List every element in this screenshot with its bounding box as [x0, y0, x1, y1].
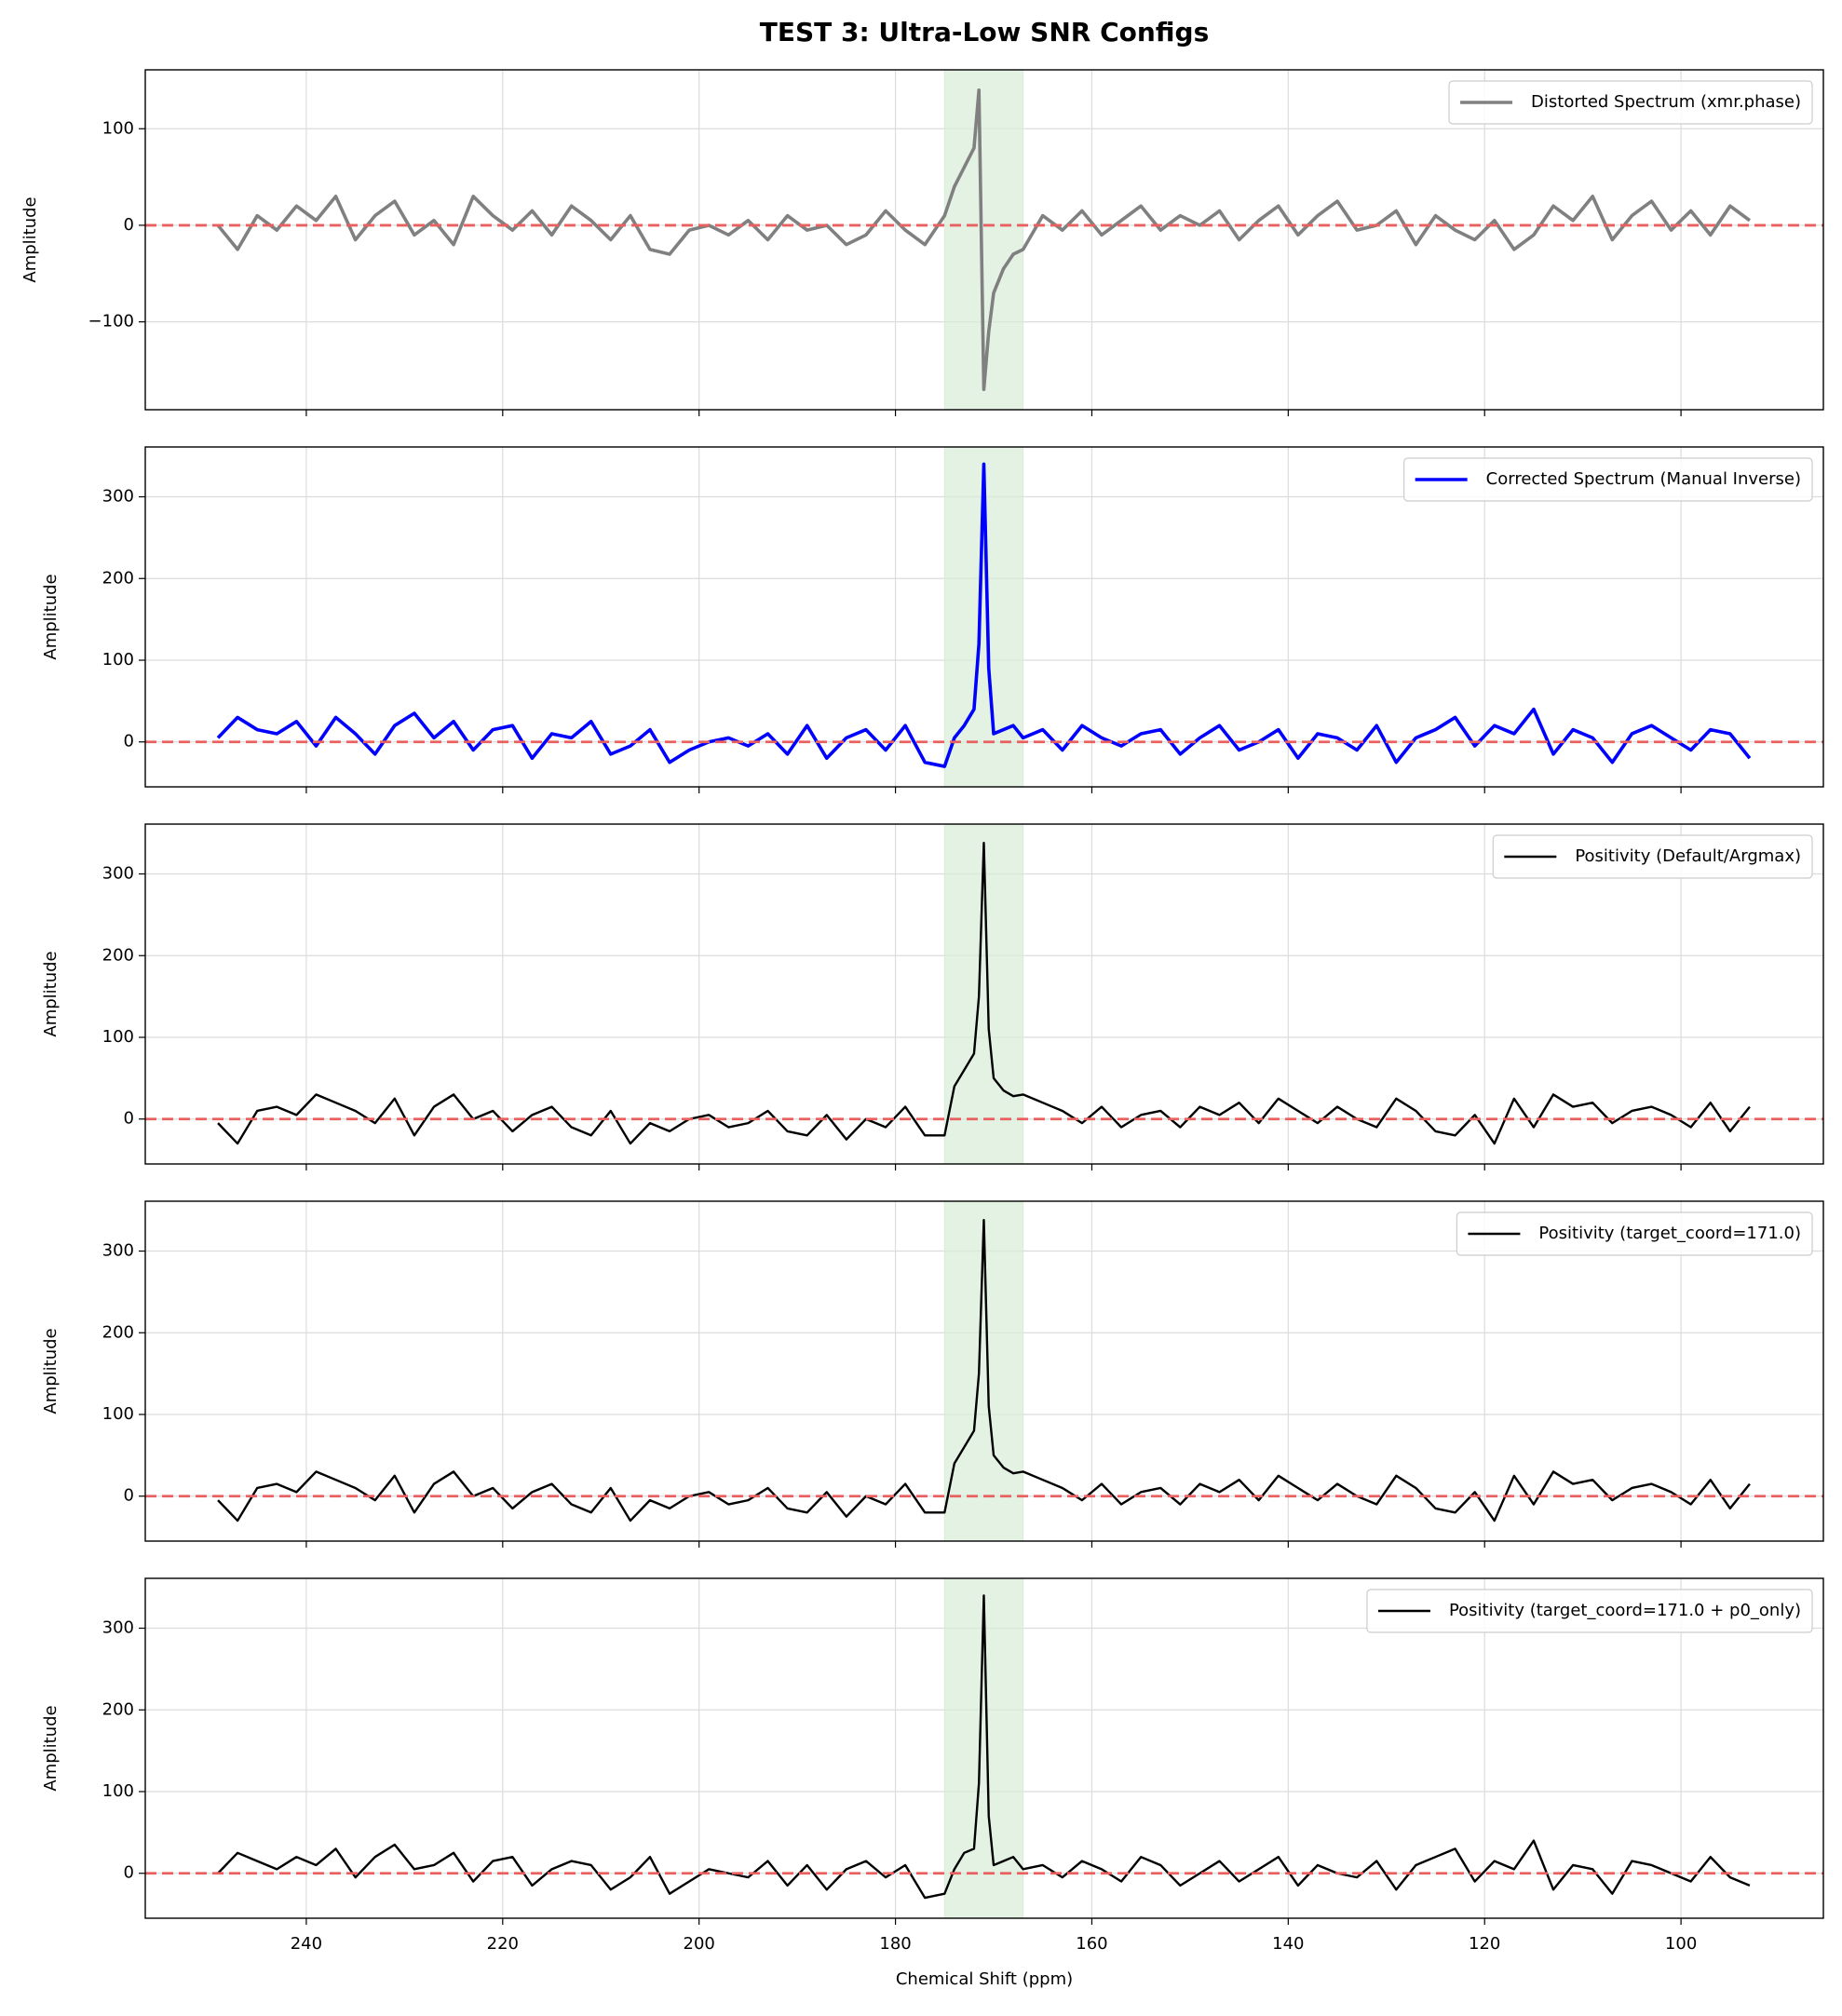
- y-tick-label: 0: [124, 1109, 134, 1129]
- legend-label: Positivity (Default/Argmax): [1575, 846, 1801, 866]
- y-axis-label: Amplitude: [41, 951, 61, 1036]
- legend-label: Corrected Spectrum (Manual Inverse): [1486, 469, 1801, 489]
- axes-frame: [144, 446, 1824, 788]
- y-tick-label: 100: [102, 1781, 134, 1801]
- panel: 240 220 200 180 160 140 120 100 0 100 200 300 Amplit…: [41, 1577, 1824, 1989]
- legend: Distorted Spectrum (xmr.phase): [1448, 80, 1813, 125]
- y-tick-label: 200: [102, 1322, 134, 1342]
- panel: 0 100 200 300 Amplitude Corrected Spectrum (M…: [41, 446, 1824, 793]
- y-tick-label: 100: [102, 1404, 134, 1424]
- panel: TEST 3: Ultra-Low SNR Configs −100 0 100 Amp…: [20, 17, 1824, 416]
- y-tick-label: 300: [102, 1241, 134, 1261]
- y-tick-label: 100: [102, 650, 134, 670]
- x-tick-label: 160: [1076, 1934, 1107, 1954]
- x-axis-label: Chemical Shift (ppm): [896, 1969, 1073, 1989]
- panel: 0 100 200 300 Amplitude Positivity (Default/A…: [41, 823, 1824, 1170]
- axes-frame: [144, 1200, 1824, 1542]
- y-tick-label: 0: [124, 732, 134, 751]
- legend-box: [1403, 457, 1813, 502]
- legend: Positivity (Default/Argmax): [1492, 834, 1813, 879]
- y-tick-label: 200: [102, 1699, 134, 1719]
- y-tick-label: 0: [124, 215, 134, 235]
- x-tick-label: 180: [879, 1934, 911, 1954]
- y-tick-label: 300: [102, 1618, 134, 1638]
- legend: Positivity (target_coord=171.0): [1456, 1211, 1813, 1256]
- y-axis-label: Amplitude: [20, 196, 40, 282]
- y-tick-label: 100: [102, 1027, 134, 1047]
- x-tick-label: 240: [291, 1934, 322, 1954]
- panel: 0 100 200 300 Amplitude Positivity (target_co…: [41, 1200, 1824, 1548]
- legend: Corrected Spectrum (Manual Inverse): [1403, 457, 1813, 502]
- x-tick-label: 200: [684, 1934, 715, 1954]
- y-tick-label: 300: [102, 864, 134, 884]
- legend-label: Positivity (target_coord=171.0): [1538, 1224, 1801, 1243]
- spectrum-line: [217, 841, 1751, 1145]
- x-tick-label: 100: [1665, 1934, 1697, 1954]
- y-axis-label: Amplitude: [41, 574, 61, 659]
- spectrum-line: [217, 1594, 1751, 1900]
- legend-box: [1456, 1211, 1813, 1256]
- y-tick-label: 200: [102, 568, 134, 588]
- y-tick-label: 0: [124, 1863, 134, 1883]
- y-tick-label: 100: [102, 118, 134, 138]
- axes-frame: [144, 69, 1824, 411]
- y-tick-label: 300: [102, 487, 134, 507]
- legend-box: [1448, 80, 1813, 125]
- y-tick-label: −100: [88, 312, 134, 331]
- y-tick-label: 0: [124, 1486, 134, 1506]
- axes-frame: [144, 823, 1824, 1165]
- x-tick-label: 220: [487, 1934, 519, 1954]
- legend-label: Distorted Spectrum (xmr.phase): [1531, 92, 1801, 112]
- spectrum-line: [217, 1218, 1751, 1522]
- legend-box: [1366, 1589, 1813, 1633]
- y-axis-label: Amplitude: [41, 1705, 61, 1791]
- y-tick-label: 200: [102, 945, 134, 965]
- x-tick-label: 140: [1272, 1934, 1304, 1954]
- legend-box: [1492, 834, 1813, 879]
- legend: Positivity (target_coord=171.0 + p0_only…: [1366, 1589, 1813, 1633]
- legend-label: Positivity (target_coord=171.0 + p0_only…: [1449, 1601, 1801, 1620]
- chart-title: TEST 3: Ultra-Low SNR Configs: [760, 17, 1210, 47]
- x-tick-label: 120: [1469, 1934, 1500, 1954]
- spectrum-line: [216, 88, 1751, 392]
- spectrum-line: [216, 462, 1752, 768]
- y-axis-label: Amplitude: [41, 1328, 61, 1414]
- axes-frame: [144, 1577, 1824, 1919]
